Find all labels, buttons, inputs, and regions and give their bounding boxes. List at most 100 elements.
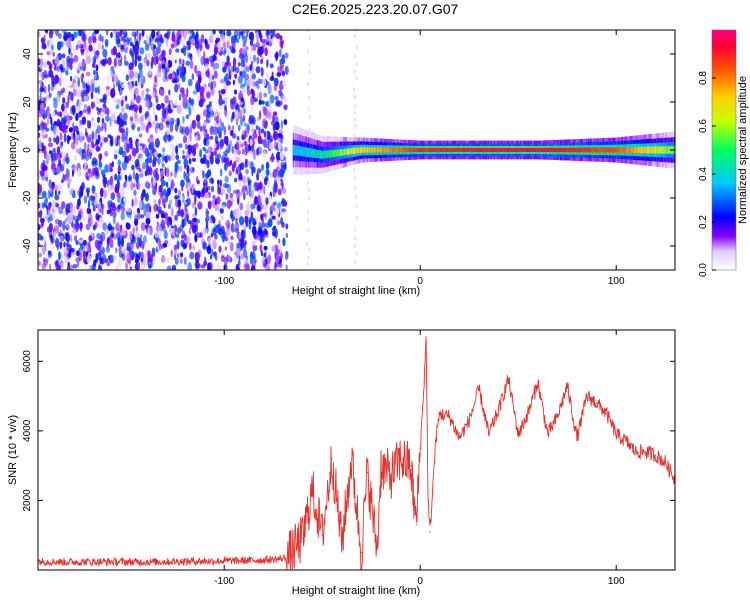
heatmap-noise-cell <box>242 185 246 193</box>
heatmap-ridge-cell <box>392 147 395 153</box>
heatmap-ridge-cell <box>330 150 332 158</box>
snr-y-tick-label: 4000 <box>22 419 33 442</box>
heatmap-ridge-cell <box>631 147 633 153</box>
heatmap-noise-cell <box>121 36 125 41</box>
heatmap-ridge-cell <box>523 148 525 152</box>
heatmap-noise-cell <box>278 89 283 97</box>
heatmap-noise-cell <box>71 193 76 198</box>
heatmap-ridge-cell <box>461 148 463 152</box>
heatmap-noise-cell <box>218 90 221 95</box>
heatmap-noise-cell <box>140 95 145 100</box>
heatmap-noise-cell <box>165 167 170 178</box>
heatmap-noise-cell <box>255 66 261 74</box>
heatmap-noise-cell <box>207 200 212 210</box>
heatmap-noise-cell <box>74 155 77 161</box>
heatmap-faint-cell <box>354 227 357 233</box>
heatmap-noise-cell <box>282 187 287 194</box>
heatmap-noise-cell <box>178 93 182 101</box>
heatmap-noise-cell <box>229 140 232 147</box>
heatmap-noise-cell <box>192 217 198 223</box>
heatmap-noise-cell <box>100 142 103 148</box>
heatmap-ridge-cell <box>448 148 450 152</box>
heatmap-noise-cell <box>219 138 225 148</box>
heatmap-noise-cell <box>206 169 212 178</box>
heatmap-noise-cell <box>185 176 190 183</box>
heatmap-noise-cell <box>205 87 210 93</box>
heatmap-noise-cell <box>192 167 195 172</box>
heatmap-noise-cell <box>44 97 47 103</box>
heatmap-noise-cell <box>132 44 135 51</box>
heatmap-noise-cell <box>55 56 60 65</box>
heatmap-noise-cell <box>79 61 83 68</box>
heatmap-noise-cell <box>210 81 214 91</box>
heatmap-noise-cell <box>126 157 130 164</box>
heatmap-noise-cell <box>236 141 239 149</box>
heatmap-faint-cell <box>307 30 310 33</box>
heatmap-ridge-cell <box>659 146 661 154</box>
heatmap-noise-cell <box>271 203 275 210</box>
heatmap-noise-cell <box>144 43 150 52</box>
heatmap-noise-cell <box>153 199 157 205</box>
heatmap-ridge-cell <box>401 147 403 153</box>
heatmap-noise-cell <box>48 30 53 39</box>
heatmap-noise-cell <box>204 63 209 69</box>
heatmap-ridge-cell <box>588 147 590 153</box>
heatmap-noise-cell <box>158 239 162 249</box>
heatmap-noise-cell <box>124 60 129 66</box>
heatmap-noise-cell <box>96 116 101 123</box>
heatmap-ridge-cell <box>297 145 299 156</box>
heatmap-ridge-cell <box>450 148 452 152</box>
heatmap-noise-cell <box>208 105 213 113</box>
heatmap-noise-cell <box>249 255 253 265</box>
heatmap-noise-cell <box>88 264 93 270</box>
heatmap-ridge-cell <box>425 148 427 152</box>
heatmap-noise-cell <box>48 92 52 98</box>
heatmap-noise-cell <box>210 151 214 158</box>
heatmap-noise-cell <box>66 40 72 48</box>
heatmap-noise-cell <box>275 208 280 216</box>
heatmap-noise-cell <box>280 57 286 65</box>
heatmap-ridge-cell <box>604 147 606 153</box>
heatmap-noise-cell <box>187 78 193 87</box>
heatmap-noise-cell <box>247 265 251 270</box>
heatmap-ridge-cell <box>316 149 318 158</box>
heatmap-noise-cell <box>241 109 244 117</box>
heatmap-noise-cell <box>86 136 91 143</box>
heatmap-ridge-cell <box>361 147 363 153</box>
snr-background <box>38 330 675 570</box>
heatmap-noise-cell <box>180 195 184 202</box>
heatmap-noise-cell <box>241 86 247 96</box>
heatmap-noise-cell <box>223 75 229 83</box>
heatmap-noise-cell <box>115 104 120 110</box>
heatmap-noise-cell <box>262 204 268 211</box>
heatmap-noise-cell <box>214 146 218 155</box>
heatmap-noise-cell <box>191 106 196 112</box>
heatmap-noise-cell <box>177 228 181 235</box>
heatmap-noise-cell <box>282 200 288 207</box>
heatmap-noise-cell <box>155 56 159 65</box>
heatmap-noise-cell <box>148 157 153 164</box>
heatmap-ridge-cell <box>619 147 621 153</box>
heatmap-noise-cell <box>284 156 287 164</box>
heatmap-noise-cell <box>171 264 177 270</box>
snr-data-point <box>478 388 480 390</box>
heatmap-ridge-cell <box>388 147 390 153</box>
heatmap-faint-cell <box>354 259 357 264</box>
heatmap-ridge-cell <box>459 148 462 152</box>
heatmap-noise-cell <box>85 46 89 55</box>
heatmap-ridge-cell <box>436 148 438 152</box>
heatmap-noise-cell <box>259 244 263 253</box>
heatmap-noise-cell <box>89 148 94 153</box>
heatmap-noise-cell <box>166 256 170 263</box>
heatmap-ridge-cell <box>296 145 298 156</box>
heatmap-noise-cell <box>84 141 87 151</box>
heatmap-noise-cell <box>54 74 60 85</box>
heatmap-noise-cell <box>95 64 99 72</box>
heatmap-noise-cell <box>125 74 129 82</box>
heatmap-noise-cell <box>46 39 51 48</box>
heatmap-noise-cell <box>165 181 169 188</box>
heatmap-ridge-cell <box>524 148 526 152</box>
heatmap-noise-cell <box>249 160 253 170</box>
heatmap-noise-cell <box>46 118 50 126</box>
